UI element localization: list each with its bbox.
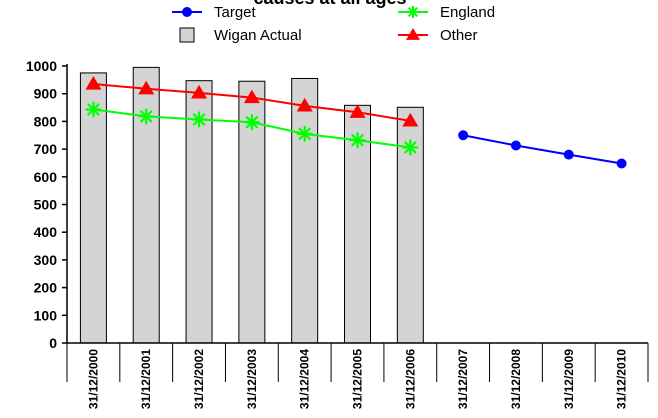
- legend-marker-other: [406, 28, 420, 40]
- point-england: [402, 139, 419, 156]
- point-england: [243, 114, 260, 131]
- y-tick-label: 0: [49, 335, 57, 351]
- point-other: [138, 80, 155, 95]
- star-stroke: [87, 103, 100, 116]
- series-line-target: [462, 134, 622, 165]
- plot-area: 0 100 200 300 400 500 600 700 800 900 1000 31/12/20…: [26, 58, 649, 409]
- triangle-icon: [406, 28, 420, 40]
- legend-label-target: Target: [214, 4, 257, 21]
- star-stroke: [351, 134, 364, 147]
- star-stroke: [140, 110, 153, 123]
- point-target: [510, 140, 521, 151]
- x-tick-label: 31/12/2010: [615, 349, 629, 409]
- x-tick-label: 31/12/2001: [139, 349, 153, 409]
- x-tick-label: 31/12/2002: [192, 349, 206, 409]
- y-tick-label: 600: [34, 169, 58, 185]
- point-target: [616, 158, 627, 169]
- legend-marker-target: [182, 7, 192, 17]
- point-other: [243, 89, 260, 104]
- y-tick-label: 700: [34, 141, 58, 157]
- point-england: [138, 108, 155, 125]
- point-target: [563, 149, 574, 160]
- star-icon: [407, 6, 419, 18]
- bar-wigan-actual: [291, 77, 319, 344]
- point-england: [349, 132, 366, 149]
- point-other: [85, 76, 102, 90]
- y-tick-label: 1000: [26, 58, 57, 74]
- point-england: [190, 111, 208, 128]
- x-tick-label: 31/12/2009: [562, 349, 576, 409]
- point-england: [296, 125, 313, 142]
- point-england: [85, 101, 102, 118]
- x-tick-label: 31/12/2006: [403, 349, 417, 409]
- x-tick-label: 31/12/2004: [298, 349, 312, 409]
- star-stroke: [404, 141, 417, 154]
- point-other: [402, 112, 419, 127]
- point-target: [458, 130, 469, 141]
- point-other: [191, 84, 208, 99]
- x-tick-label: 31/12/2003: [245, 349, 259, 409]
- circle-icon: [182, 7, 192, 17]
- y-tick-label: 200: [34, 280, 58, 296]
- y-tick-label: 400: [34, 224, 58, 240]
- legend-label-wigan-actual: Wigan Actual: [214, 27, 302, 44]
- chart-title: causes at all ages: [253, 0, 406, 8]
- x-tick-label: 31/12/2008: [509, 349, 523, 409]
- x-tick-label: 31/12/2005: [351, 349, 365, 409]
- star-stroke: [298, 127, 311, 141]
- x-tick-label: 31/12/2000: [86, 349, 100, 409]
- legend-label-other: Other: [440, 27, 478, 44]
- y-tick-label: 300: [34, 252, 58, 268]
- point-other: [349, 104, 366, 118]
- legend-swatch-wigan-actual: [179, 27, 195, 43]
- x-tick-label: 31/12/2007: [456, 349, 470, 409]
- legend: Target England Wigan Actual Other: [172, 4, 495, 44]
- star-stroke: [245, 116, 259, 129]
- legend-label-england: England: [440, 4, 495, 21]
- y-tick-label: 800: [34, 113, 58, 129]
- star-stroke: [192, 113, 206, 126]
- y-tick-label: 500: [34, 197, 58, 213]
- y-tick-label: 900: [34, 86, 58, 102]
- legend-marker-england: [407, 6, 419, 18]
- point-other: [296, 97, 313, 112]
- y-tick-label: 100: [34, 307, 58, 323]
